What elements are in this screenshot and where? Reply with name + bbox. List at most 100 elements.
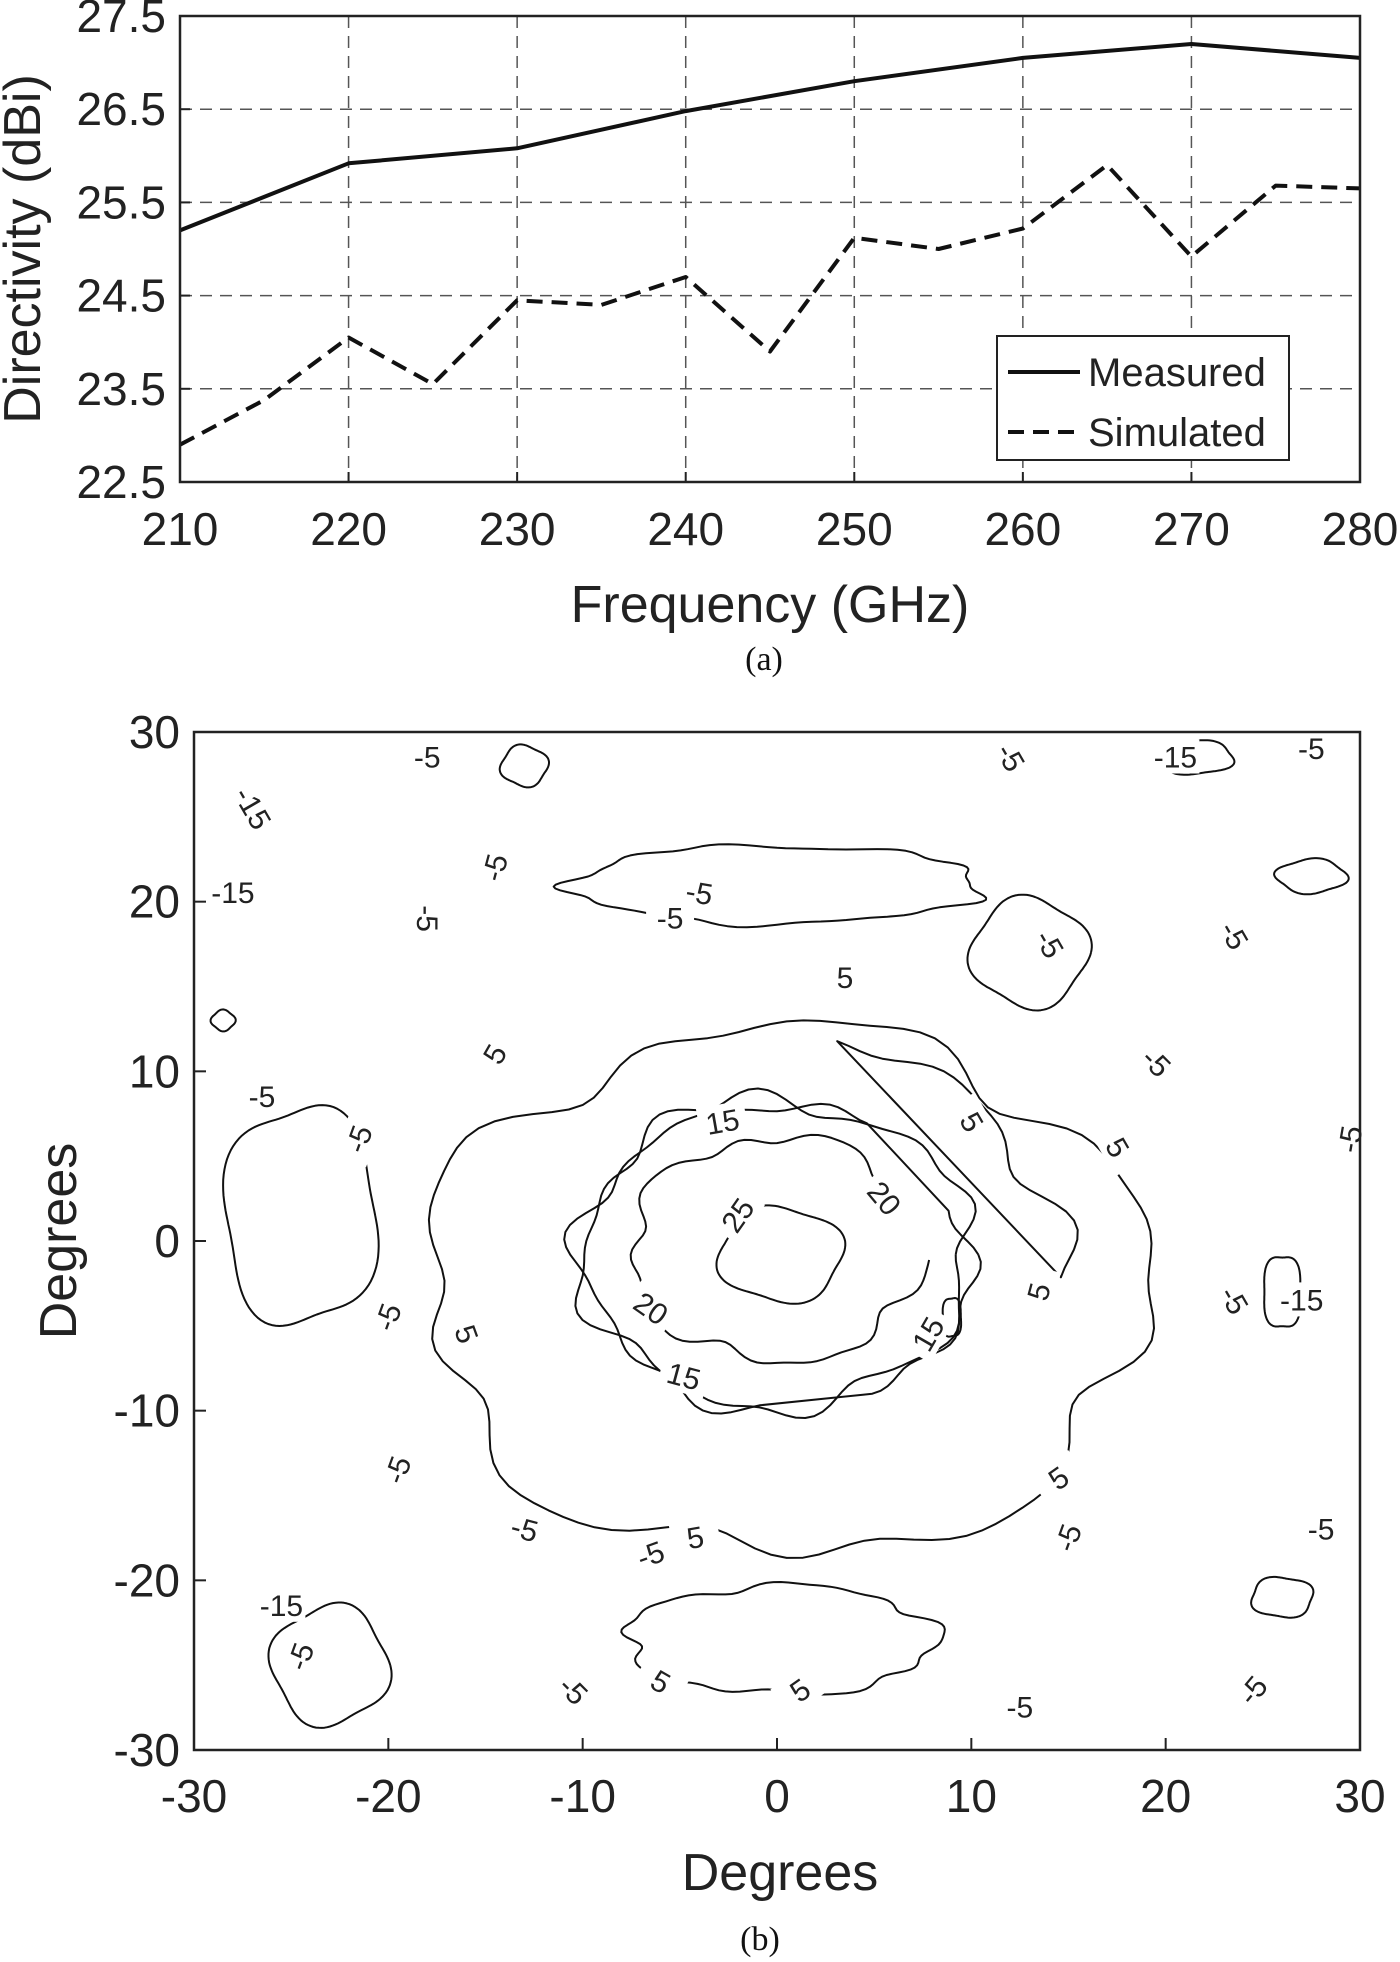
- panel-a-y-axis-label: Directivity (dBi): [0, 74, 52, 424]
- contour-label-background: [334, 1110, 383, 1168]
- contour-label-background: [275, 1627, 325, 1685]
- contour-label-background: [208, 875, 257, 910]
- panel-b-x-tick-label: -10: [549, 1770, 615, 1822]
- panel-b-x-tick-label: -30: [161, 1770, 227, 1822]
- contour-label-background: [1207, 1270, 1262, 1330]
- contour-label-background: [467, 1024, 522, 1084]
- contour-label-background: [238, 1078, 286, 1113]
- contour-label-group: -15: [1277, 1282, 1326, 1317]
- contour-label-background: [856, 1168, 914, 1228]
- legend-box: [996, 335, 1290, 461]
- panel-a-caption: (a): [745, 641, 783, 678]
- contour-label-background: [821, 960, 869, 994]
- contour-label-background: [1297, 1511, 1346, 1546]
- series-line-simulated: [179, 163, 1361, 447]
- contour-label: -15: [1154, 742, 1197, 775]
- contour-label-background: [1151, 739, 1200, 774]
- contour-label-background: [631, 1654, 691, 1708]
- panel-b-y-tick-label: -10: [114, 1385, 180, 1437]
- contour-label-group: 5: [1091, 1117, 1145, 1177]
- panel-b-y-tick-label: 0: [154, 1215, 180, 1267]
- contour-label-group: -15: [208, 875, 257, 910]
- contour-label-background: [1287, 731, 1336, 765]
- contour-label-group: 5: [668, 1516, 722, 1558]
- panel-a-y-tick-label: 24.5: [76, 270, 166, 322]
- contour-label-background: [770, 1662, 830, 1718]
- panel-a-x-tick-label: 210: [142, 503, 219, 555]
- legend-simulated-label: Simulated: [1088, 411, 1266, 455]
- panel-b-x-tick-label: -20: [355, 1770, 421, 1822]
- contour-label: -5: [1332, 1123, 1369, 1155]
- contour-label-background: [411, 894, 446, 943]
- contour-label-group: 5: [442, 1305, 492, 1363]
- contour-label-background: [621, 1529, 679, 1579]
- contour-label-background: [403, 739, 452, 774]
- panel-b-x-tick-label: 10: [946, 1770, 997, 1822]
- contour-label-group: -5: [497, 1505, 553, 1552]
- contour-label-group: 5: [1028, 1449, 1088, 1506]
- contour-label: -15: [211, 877, 254, 910]
- contour-label-background: [372, 1441, 422, 1499]
- contour-label: -5: [1308, 1513, 1335, 1546]
- contour-label-background: [984, 727, 1038, 787]
- panel-b-y-ticks: -30 -20 -10 0 10 20 30: [114, 706, 206, 1776]
- contour-label-group: 5: [467, 1024, 522, 1084]
- panel-b-y-tick-label: 10: [129, 1045, 180, 1097]
- panel-a-x-axis-label: Frequency (GHz): [571, 576, 970, 634]
- contour-label: 5: [837, 962, 854, 995]
- contour-label-background: [257, 1587, 306, 1622]
- contour-line-level-neg5: [552, 843, 988, 929]
- contour-label-background: [471, 839, 517, 896]
- panel-b-x-tick-label: 0: [764, 1770, 790, 1822]
- panel-a-y-tick-label: 25.5: [76, 176, 166, 228]
- contour-line-level-15: [574, 1102, 982, 1419]
- contour-label-background: [901, 1304, 955, 1364]
- contour-line-level-neg5: [222, 1104, 380, 1327]
- contour-label-group: -5: [1287, 731, 1336, 766]
- contour-label-group: -15: [257, 1587, 306, 1623]
- contour-label-background: [621, 1280, 681, 1336]
- panel-a-y-tick-label: 23.5: [76, 363, 166, 415]
- panel-a-x-tick-label: 250: [816, 503, 893, 555]
- contour-label-background: [497, 1505, 553, 1552]
- panel-b-caption: (b): [740, 1921, 780, 1958]
- contour-label-group: 5: [1015, 1264, 1061, 1320]
- contour-label-group: -5: [410, 894, 446, 943]
- panel-b-y-tick-label: -30: [114, 1724, 180, 1776]
- contour-line-level-5: [427, 1019, 1155, 1559]
- panel-a-plot-frame: [178, 14, 1362, 484]
- contour-label: -5: [1007, 1692, 1034, 1725]
- contour-label-group: -5: [646, 900, 695, 936]
- contour-label-background: [709, 1185, 765, 1245]
- panel-a-y-ticks: 22.5 23.5 24.5 25.5 26.5 27.5: [76, 0, 190, 508]
- contour-label-group: 5: [631, 1654, 691, 1708]
- panel-a-y-tick-label: 26.5: [76, 83, 166, 135]
- contour-line-level-neg5: [267, 1601, 393, 1729]
- contour-label-group: -5: [403, 739, 452, 775]
- contour-label-background: [1043, 1509, 1092, 1566]
- panel-b-x-ticks: -30 -20 -10 0 10 20 30: [161, 1738, 1386, 1822]
- panel-b-x-axis-label: Degrees: [682, 1844, 879, 1902]
- contour-label-background: [442, 1305, 492, 1363]
- contour-line-level-neg5: [966, 893, 1093, 1012]
- contour-label-group: -5: [1297, 1511, 1346, 1546]
- panel-b-contour-lines: [209, 739, 1350, 1729]
- panel-a-x-tick-label: 280: [1322, 503, 1399, 555]
- panel-a-y-tick-label: 22.5: [76, 456, 166, 508]
- contour-line-level-5: [620, 1581, 946, 1696]
- panel-a-x-tick-label: 260: [984, 503, 1061, 555]
- contour-line-level-neg15: [209, 1008, 237, 1033]
- contour-label-group: -5: [1043, 1509, 1092, 1566]
- panel-b-y-tick-label: 20: [129, 876, 180, 928]
- panel-b-x-tick-label: 20: [1140, 1770, 1191, 1822]
- contour-label-group: 5: [770, 1662, 830, 1718]
- contour-label-group: -15: [1151, 739, 1200, 775]
- contour-line-level-neg15: [1250, 1575, 1315, 1619]
- contour-label-background: [544, 1660, 603, 1719]
- contour-label-background: [646, 900, 695, 935]
- contour-label-background: [1127, 1033, 1186, 1092]
- contour-label: -5: [414, 742, 441, 775]
- contour-label-group: -5: [471, 839, 517, 896]
- panel-a-x-tick-label: 240: [647, 503, 724, 555]
